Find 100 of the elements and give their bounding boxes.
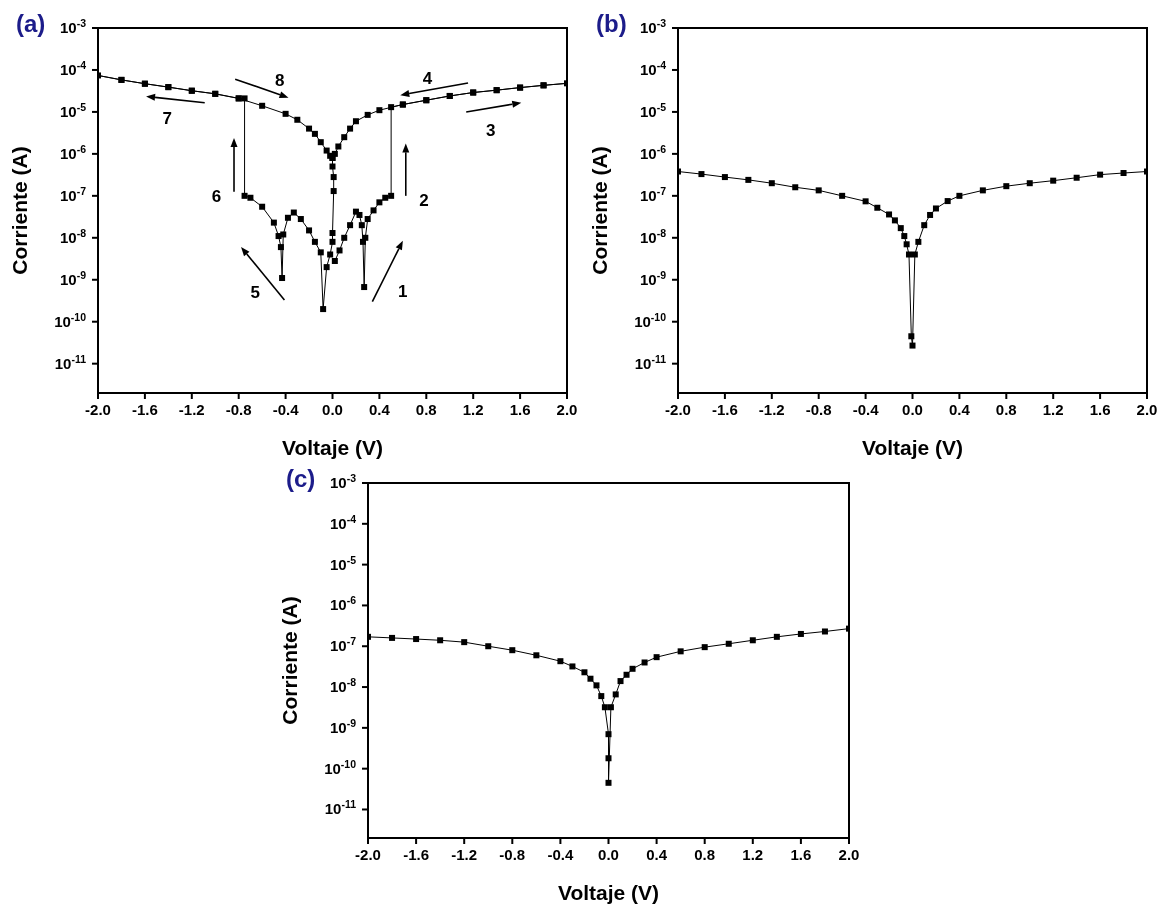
point [901, 233, 908, 240]
y-tick-label: 10$^{-9}$ [329, 716, 357, 736]
point [911, 251, 918, 258]
point [886, 211, 893, 218]
y-tick-label: 10$^{-5}$ [329, 553, 357, 573]
point [862, 198, 869, 205]
x-tick-label: -0.4 [272, 401, 300, 418]
point [839, 192, 846, 199]
y-tick-label: 10$^{-10}$ [324, 757, 357, 777]
point [587, 675, 594, 682]
x-tick-label: 1.6 [509, 401, 531, 418]
y-tick-label: 10$^{-11}$ [54, 352, 87, 372]
x-tick-label: 1.2 [462, 401, 484, 418]
x-tick-label: -0.8 [805, 401, 832, 418]
x-tick-label: 0.8 [415, 401, 437, 418]
point [944, 198, 951, 205]
x-tick-label: 0.4 [948, 401, 971, 418]
chart-title: (b) [596, 10, 627, 38]
x-tick-label: -1.6 [131, 401, 158, 418]
y-tick-label: 10$^{-8}$ [329, 676, 357, 696]
point [413, 636, 420, 643]
annotation: 5 [250, 283, 260, 303]
point [557, 658, 564, 665]
point [612, 691, 619, 698]
point [389, 634, 396, 641]
point [792, 184, 799, 191]
point [509, 647, 516, 654]
x-tick-label: -1.2 [451, 846, 478, 863]
point [581, 669, 588, 676]
point [915, 238, 922, 245]
y-tick-label: 10$^{-4}$ [329, 512, 357, 532]
y-tick-label: 10$^{-11}$ [634, 352, 667, 372]
point [1097, 171, 1104, 178]
x-tick-label: -0.4 [852, 401, 880, 418]
point [821, 628, 828, 635]
x-tick-label: -0.8 [499, 846, 526, 863]
point [677, 648, 684, 655]
y-tick-label: 10$^{-8}$ [639, 226, 667, 246]
point [1050, 177, 1057, 184]
point [593, 682, 600, 689]
x-tick-label: -2.0 [665, 401, 691, 418]
point [701, 644, 708, 651]
point [1003, 183, 1010, 190]
x-axis-title: Voltaje (V) [557, 881, 660, 904]
x-tick-label: -1.2 [758, 401, 785, 418]
point [601, 704, 608, 711]
x-tick-label: 0.8 [694, 846, 716, 863]
x-tick-label: 0.8 [995, 401, 1017, 418]
point [927, 211, 934, 218]
annotation: 6 [211, 186, 222, 206]
x-tick-label: -2.0 [85, 401, 111, 418]
point [461, 639, 468, 646]
point [533, 652, 540, 659]
chart-title: (a) [16, 10, 46, 38]
point [897, 225, 904, 232]
annotation: 7 [162, 108, 172, 128]
point [725, 640, 732, 647]
point [569, 663, 576, 670]
point [874, 204, 881, 211]
point [437, 637, 444, 644]
y-tick-label: 10$^{-10}$ [634, 310, 667, 330]
point [979, 187, 986, 194]
y-tick-label: 10$^{-10}$ [54, 310, 87, 330]
y-tick-label: 10$^{-4}$ [59, 58, 87, 78]
y-tick-label: 10$^{-9}$ [59, 268, 87, 288]
point [932, 205, 939, 212]
point [698, 171, 705, 178]
point [1073, 174, 1080, 181]
point [903, 241, 910, 248]
y-tick-label: 10$^{-7}$ [329, 635, 357, 655]
y-tick-label: 10$^{-6}$ [59, 142, 87, 162]
point [749, 637, 756, 644]
point [956, 192, 963, 199]
y-tick-label: 10$^{-3}$ [329, 472, 357, 491]
annotation: 1 [398, 281, 408, 301]
annotation: 4 [422, 69, 433, 89]
y-tick-label: 10$^{-9}$ [639, 268, 667, 288]
x-tick-label: -2.0 [355, 846, 381, 863]
point [797, 630, 804, 637]
point [623, 671, 630, 678]
x-tick-label: -0.4 [547, 846, 574, 863]
y-tick-label: 10$^{-11}$ [324, 798, 357, 818]
y-tick-label: 10$^{-5}$ [59, 100, 87, 120]
x-tick-label: -1.6 [711, 401, 738, 418]
x-tick-label: 0.4 [368, 401, 391, 418]
y-axis-title: Corriente (A) [278, 596, 302, 725]
x-tick-label: 0.0 [902, 401, 923, 418]
point [605, 731, 612, 738]
x-tick-label: 0.0 [322, 401, 343, 418]
point [815, 187, 822, 194]
x-tick-label: -1.6 [403, 846, 430, 863]
point [629, 665, 636, 672]
x-tick-label: 1.2 [742, 846, 764, 863]
point [773, 633, 780, 640]
point [485, 643, 492, 650]
point [653, 654, 660, 661]
point [607, 704, 614, 711]
x-tick-label: -1.2 [178, 401, 205, 418]
x-tick-label: 2.0 [838, 846, 860, 863]
point [721, 174, 728, 181]
